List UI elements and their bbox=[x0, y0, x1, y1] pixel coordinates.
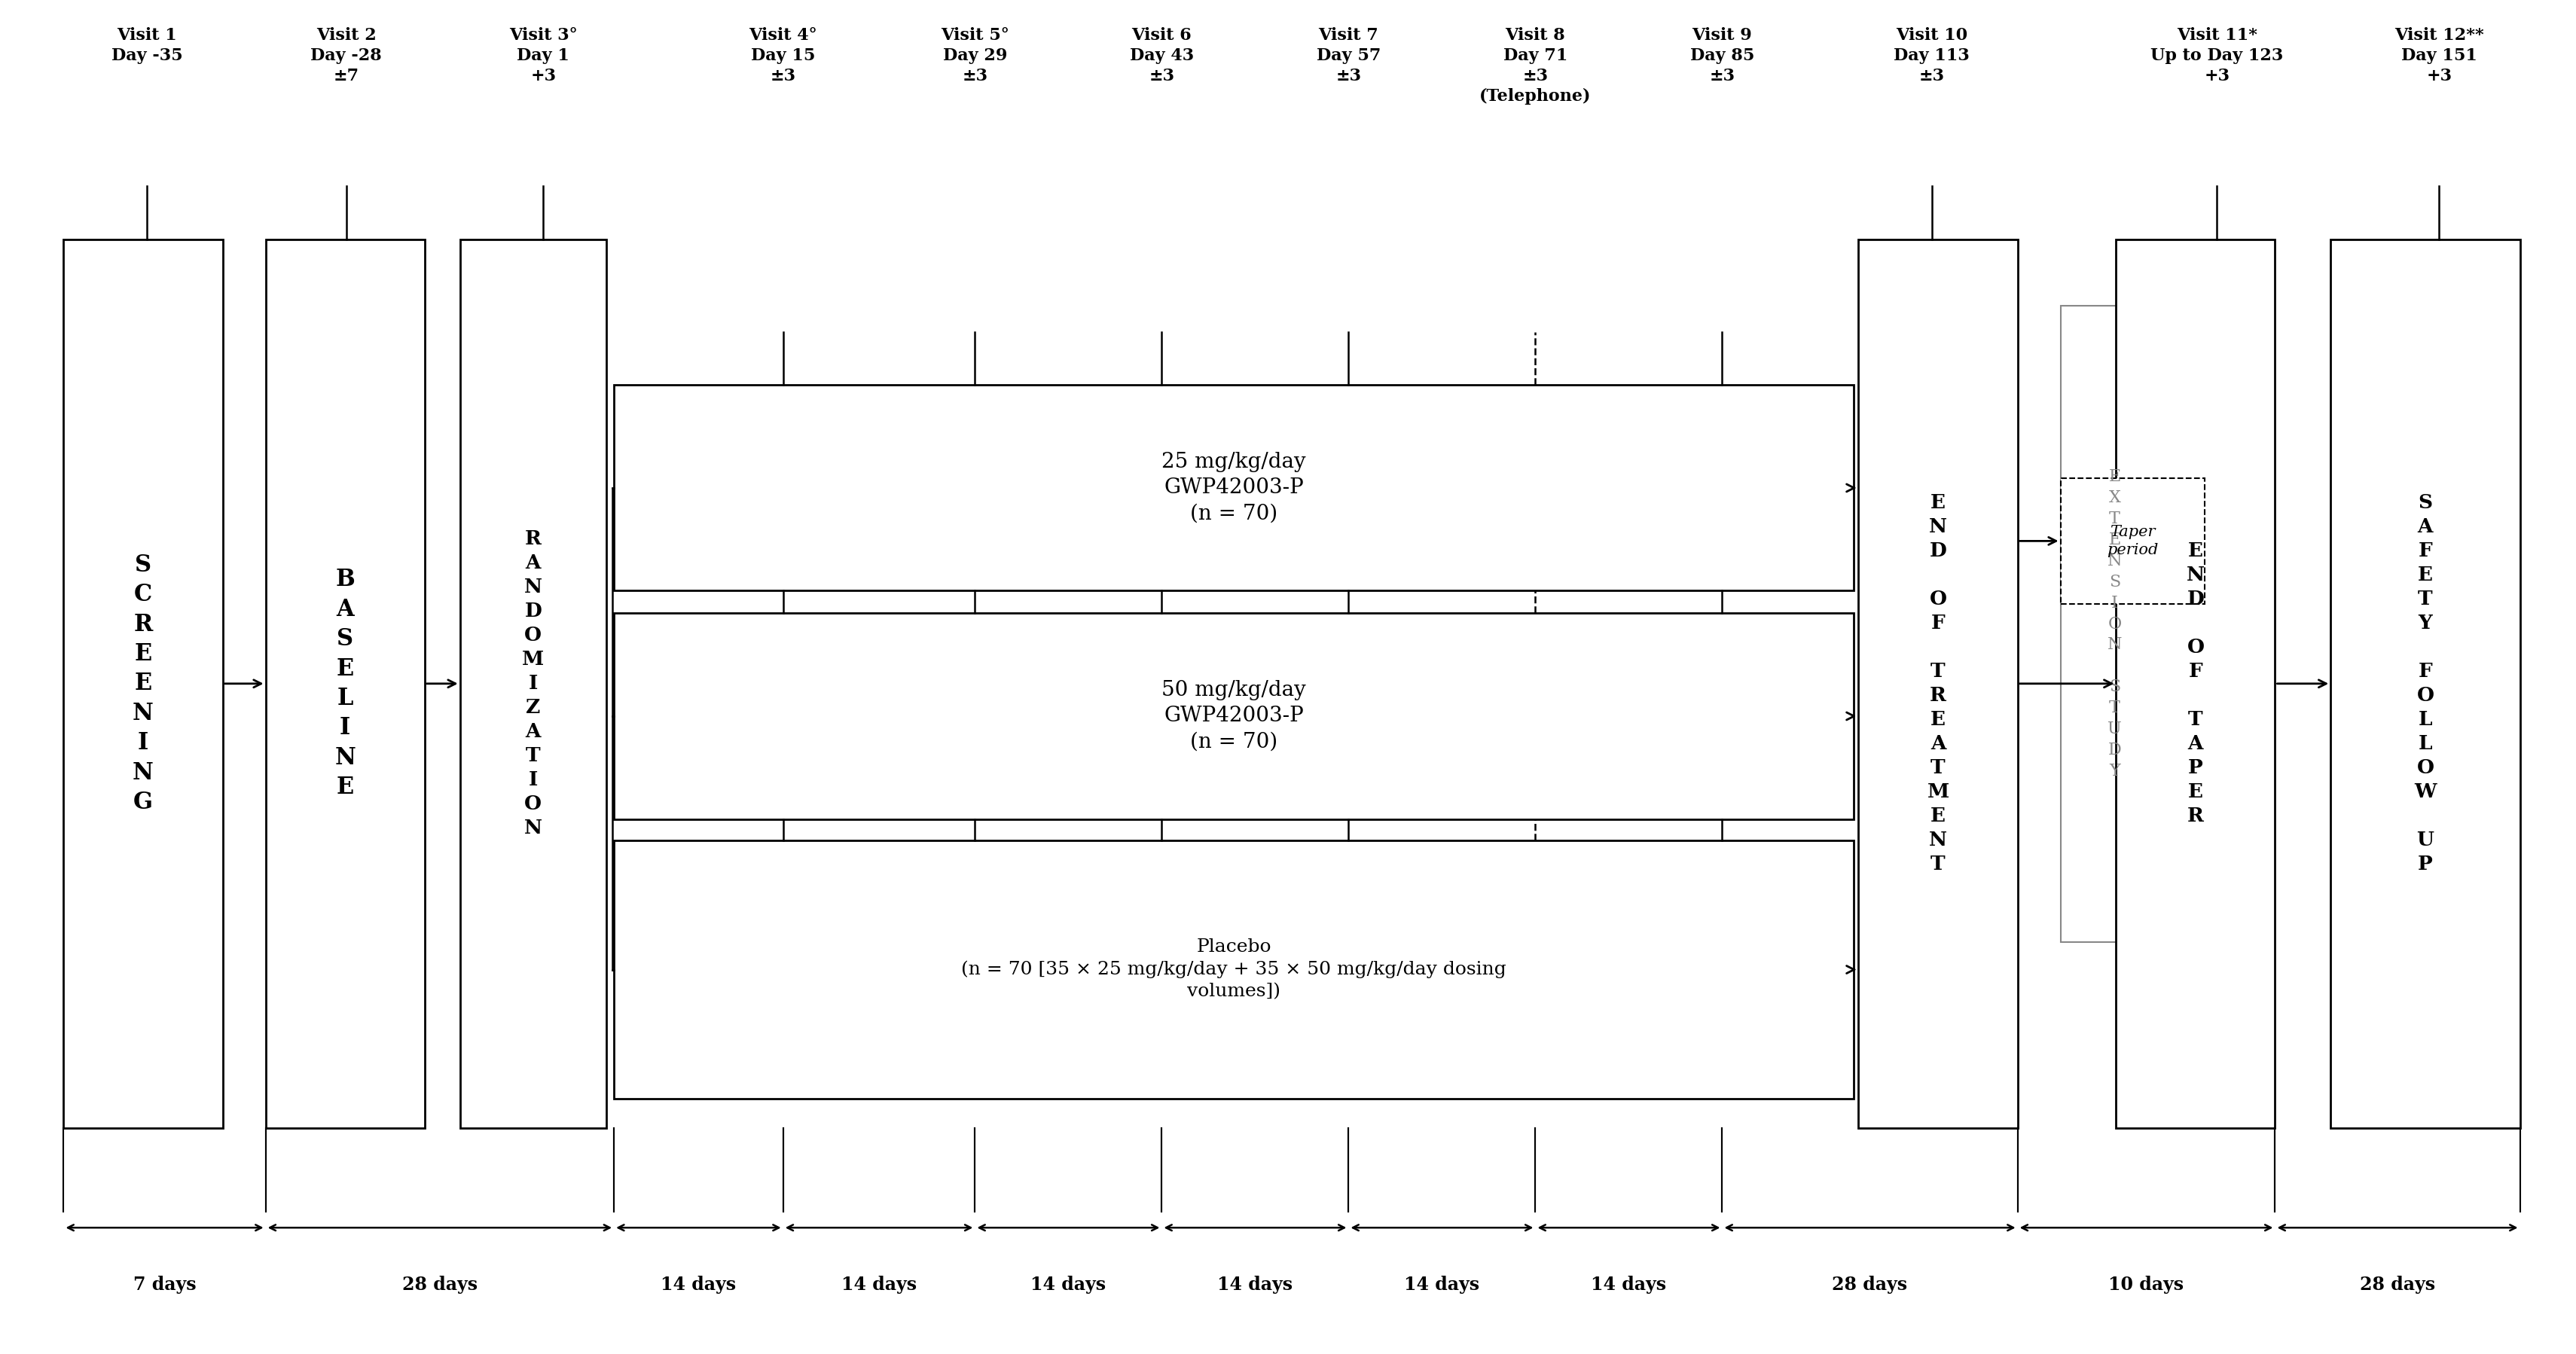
Text: B
A
S
E
L
I
N
E: B A S E L I N E bbox=[335, 569, 355, 799]
Text: Visit 8
Day 71
±3
(Telephone): Visit 8 Day 71 ±3 (Telephone) bbox=[1479, 27, 1592, 104]
Bar bbox=[265, 240, 425, 1128]
Text: 28 days: 28 days bbox=[1832, 1275, 1909, 1294]
Text: Visit 12**
Day 151
+3: Visit 12** Day 151 +3 bbox=[2396, 27, 2483, 84]
Text: Visit 1
Day -35: Visit 1 Day -35 bbox=[111, 27, 183, 64]
Text: 28 days: 28 days bbox=[402, 1275, 477, 1294]
Bar bbox=[64, 240, 222, 1128]
Text: Visit 10
Day 113
±3: Visit 10 Day 113 ±3 bbox=[1893, 27, 1971, 84]
Text: Placebo
(n = 70 [35 × 25 mg/kg/day + 35 × 50 mg/kg/day dosing
volumes]): Placebo (n = 70 [35 × 25 mg/kg/day + 35 … bbox=[961, 938, 1507, 1001]
Text: Visit 4°
Day 15
±3: Visit 4° Day 15 ±3 bbox=[750, 27, 817, 84]
Bar bbox=[613, 841, 1855, 1099]
Text: 14 days: 14 days bbox=[662, 1275, 737, 1294]
Text: 25 mg/kg/day
GWP42003-P
(n = 70): 25 mg/kg/day GWP42003-P (n = 70) bbox=[1162, 452, 1306, 524]
Text: E
X
T
E
N
S
I
O
N

S
T
U
D
Y: E X T E N S I O N S T U D Y bbox=[2107, 468, 2123, 780]
Text: Visit 2
Day -28
±7: Visit 2 Day -28 ±7 bbox=[312, 27, 381, 84]
Text: 14 days: 14 days bbox=[842, 1275, 917, 1294]
Text: R
A
N
D
O
M
I
Z
A
T
I
O
N: R A N D O M I Z A T I O N bbox=[523, 529, 544, 838]
Text: Visit 7
Day 57
±3: Visit 7 Day 57 ±3 bbox=[1316, 27, 1381, 84]
Text: Visit 3°
Day 1
+3: Visit 3° Day 1 +3 bbox=[510, 27, 577, 84]
Bar bbox=[2115, 240, 2275, 1128]
Text: Visit 5°
Day 29
±3: Visit 5° Day 29 ±3 bbox=[940, 27, 1010, 84]
Bar bbox=[2331, 240, 2519, 1128]
Text: Visit 11*
Up to Day 123
+3: Visit 11* Up to Day 123 +3 bbox=[2151, 27, 2282, 84]
Text: 14 days: 14 days bbox=[1218, 1275, 1293, 1294]
Text: Visit 6
Day 43
±3: Visit 6 Day 43 ±3 bbox=[1131, 27, 1193, 84]
Text: 28 days: 28 days bbox=[2360, 1275, 2434, 1294]
Bar bbox=[613, 385, 1855, 590]
Text: S
A
F
E
T
Y

F
O
L
L
O
W

U
P: S A F E T Y F O L L O W U P bbox=[2414, 493, 2437, 873]
Bar bbox=[461, 240, 605, 1128]
Bar bbox=[2061, 306, 2169, 942]
Text: Visit 9
Day 85
±3: Visit 9 Day 85 ±3 bbox=[1690, 27, 1754, 84]
Text: S
C
R
E
E
N
I
N
G: S C R E E N I N G bbox=[131, 554, 155, 814]
Bar bbox=[2061, 478, 2205, 604]
Text: Taper
period: Taper period bbox=[2107, 525, 2159, 558]
Bar bbox=[613, 613, 1855, 819]
Text: 14 days: 14 days bbox=[1030, 1275, 1105, 1294]
Text: 50 mg/kg/day
GWP42003-P
(n = 70): 50 mg/kg/day GWP42003-P (n = 70) bbox=[1162, 680, 1306, 753]
Text: 10 days: 10 days bbox=[2110, 1275, 2184, 1294]
Text: 14 days: 14 days bbox=[1404, 1275, 1479, 1294]
Text: 7 days: 7 days bbox=[134, 1275, 196, 1294]
Text: E
N
D

O
F

T
A
P
E
R: E N D O F T A P E R bbox=[2187, 542, 2205, 826]
Bar bbox=[1857, 240, 2017, 1128]
Text: E
N
D

O
F

T
R
E
A
T
M
E
N
T: E N D O F T R E A T M E N T bbox=[1927, 493, 1950, 873]
Text: 14 days: 14 days bbox=[1592, 1275, 1667, 1294]
